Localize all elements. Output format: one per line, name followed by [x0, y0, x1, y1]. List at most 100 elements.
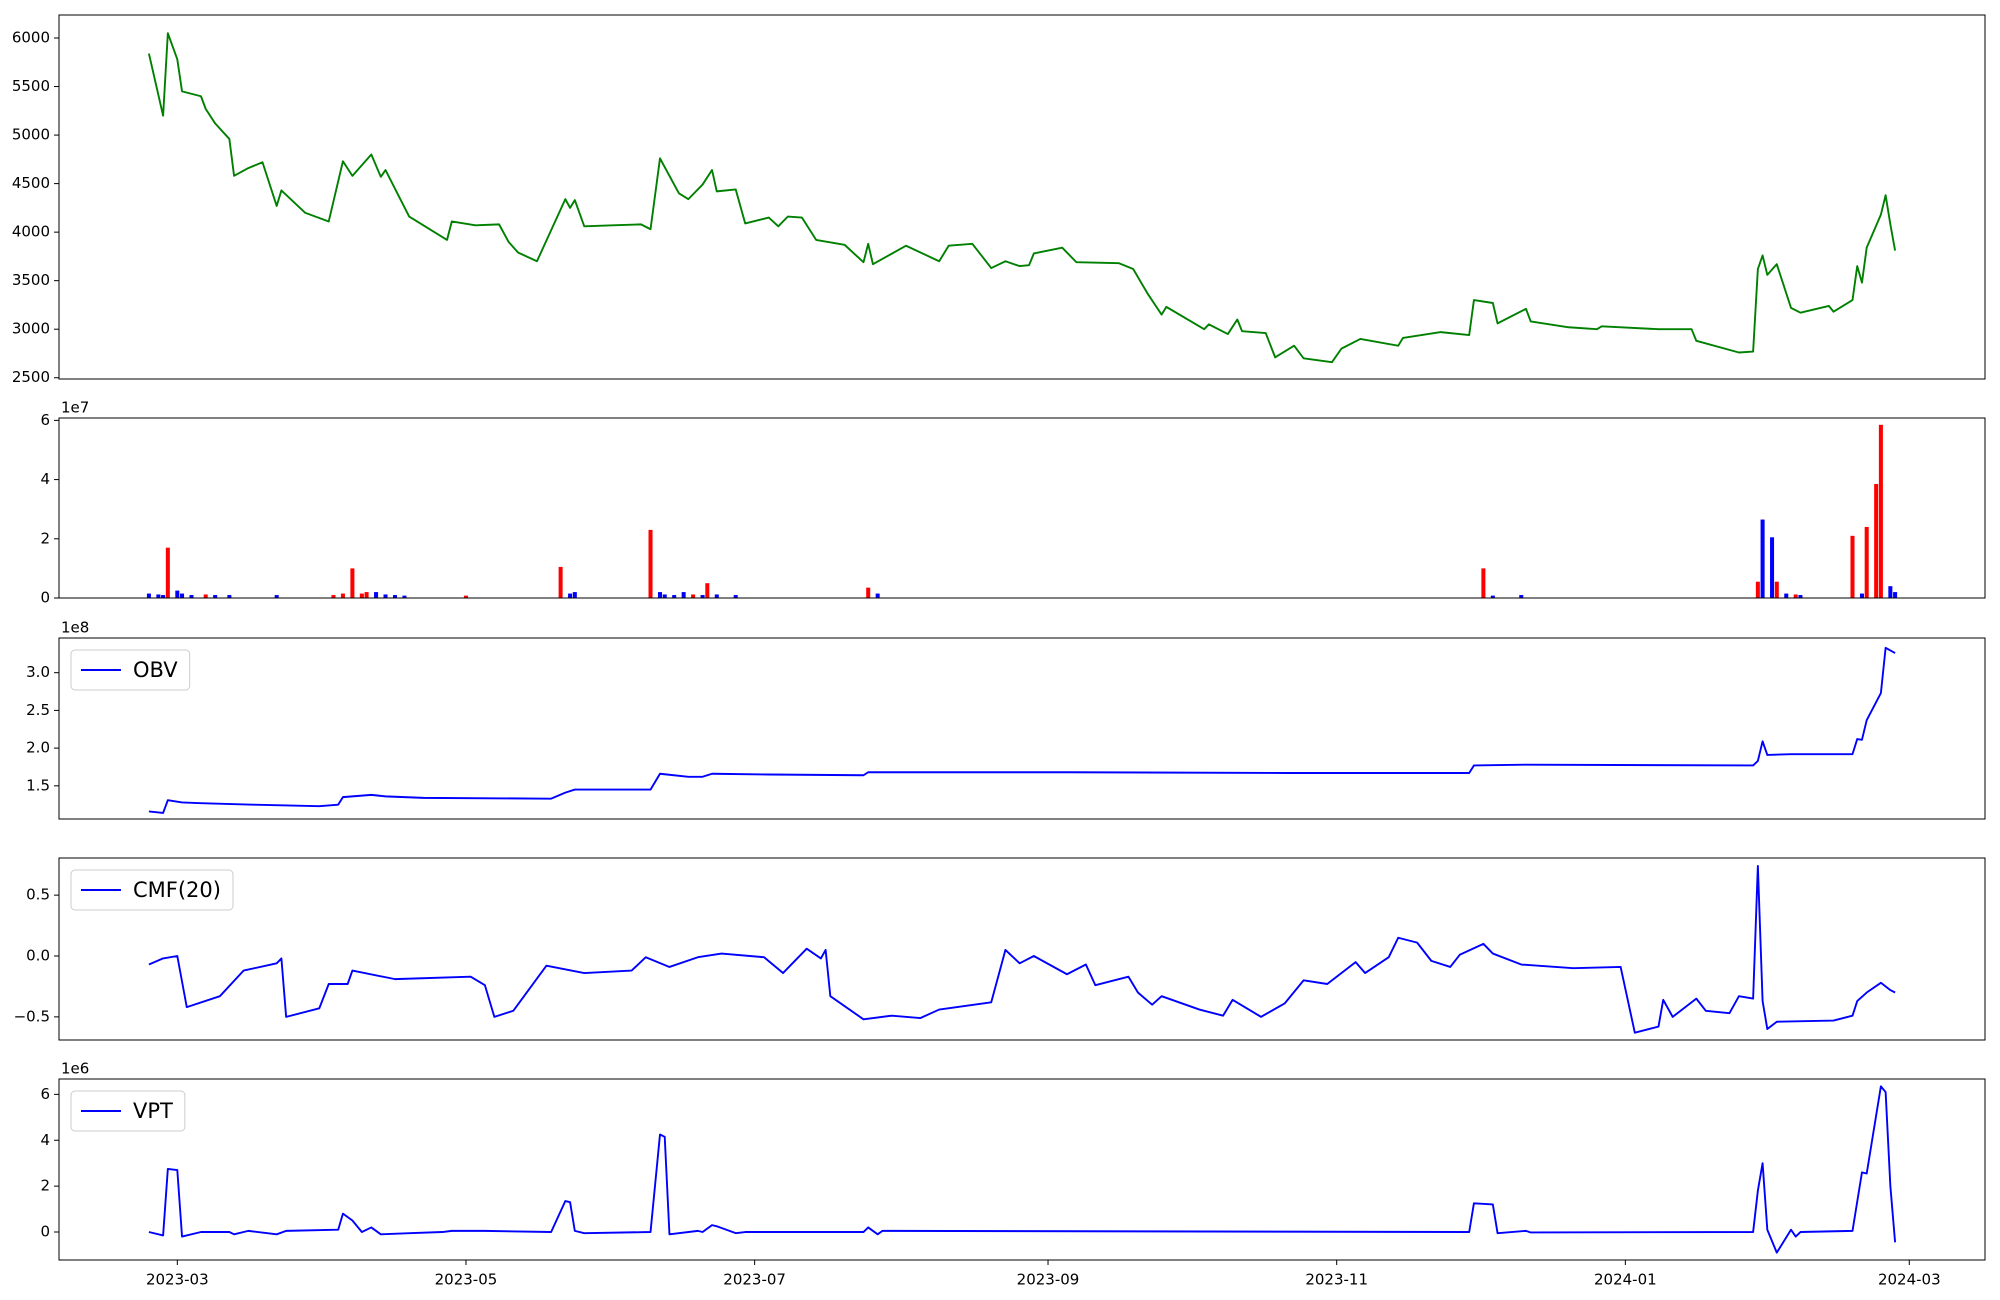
series-line [148, 1085, 1897, 1254]
x-tick-label: 2023-11 [1305, 1271, 1368, 1289]
y-tick-label: 4000 [12, 223, 50, 241]
bar [1888, 586, 1893, 598]
bar [274, 595, 279, 598]
x-tick-label: 2023-09 [1017, 1271, 1080, 1289]
legend: OBV [70, 649, 191, 691]
bar [1760, 519, 1765, 598]
bar [1793, 594, 1798, 598]
legend: CMF(20) [70, 869, 234, 911]
plot-frame [58, 637, 1986, 820]
y-tick-label: 2500 [12, 368, 50, 386]
y-tick-label: 6 [40, 411, 50, 429]
legend-label: VPT [133, 1099, 173, 1123]
plot-frame [58, 14, 1986, 380]
bar [681, 592, 686, 598]
bar [146, 593, 151, 598]
y-tick-label: 6 [40, 1085, 50, 1103]
bar [392, 595, 397, 598]
bar [1490, 595, 1495, 598]
y-tick-label: 2.5 [26, 701, 50, 719]
bar [1893, 592, 1898, 598]
bar [1874, 484, 1879, 598]
bar [1859, 593, 1864, 598]
bar [662, 594, 667, 598]
x-tick-label: 2024-01 [1594, 1271, 1657, 1289]
y-tick-label: 0.5 [26, 886, 50, 904]
bar [175, 590, 180, 598]
bar [203, 594, 208, 598]
y-tick-label: 3.0 [26, 663, 50, 681]
plot-frame [58, 857, 1986, 1041]
y-tick-label: 4500 [12, 174, 50, 192]
bar [402, 595, 407, 598]
y-tick-label: 5000 [12, 126, 50, 144]
bar [359, 593, 364, 598]
legend-label: CMF(20) [133, 878, 221, 902]
y-tick-label: 4 [40, 1131, 50, 1149]
bar [374, 592, 379, 598]
plot-frame [58, 417, 1986, 599]
legend-box [70, 1090, 186, 1132]
bar [1774, 581, 1779, 598]
bar [558, 566, 563, 598]
bar [180, 593, 185, 598]
x-tick-label: 2023-07 [723, 1271, 786, 1289]
bar [1481, 568, 1486, 598]
axis-offset-label: 1e6 [61, 1060, 89, 1078]
y-tick-label: 3000 [12, 320, 50, 338]
y-tick-label: 6000 [12, 29, 50, 47]
bar [1798, 595, 1803, 598]
bar [340, 593, 345, 598]
bar [165, 547, 170, 598]
bar [672, 595, 677, 598]
bar [383, 594, 388, 598]
y-tick-label: 1.5 [26, 776, 50, 794]
bar [866, 587, 871, 598]
y-tick-label: 2 [40, 1177, 50, 1195]
plot-frame [58, 1078, 1986, 1261]
bar [657, 592, 662, 598]
y-tick-label: 2.0 [26, 739, 50, 757]
y-tick-label: 5500 [12, 77, 50, 95]
y-tick-label: −0.5 [14, 1007, 50, 1025]
bar [705, 583, 710, 598]
bar [1850, 535, 1855, 598]
bar [1755, 581, 1760, 598]
legend-label: OBV [133, 658, 178, 682]
legend: VPT [70, 1090, 186, 1132]
bar [1864, 526, 1869, 598]
axis-offset-label: 1e8 [61, 619, 89, 637]
bar [568, 593, 573, 598]
x-tick-label: 2023-05 [435, 1271, 498, 1289]
bar [700, 595, 705, 598]
y-tick-label: 0 [40, 589, 50, 607]
series-line [147, 32, 1897, 364]
legend-box [70, 649, 191, 691]
y-tick-label: 0 [40, 1223, 50, 1241]
bar [350, 568, 355, 598]
y-tick-label: 0.0 [26, 947, 50, 965]
x-tick-label: 2024-03 [1878, 1271, 1941, 1289]
bar [189, 595, 194, 598]
y-tick-label: 3500 [12, 271, 50, 289]
bar [213, 595, 218, 598]
bar [331, 595, 336, 598]
bar [161, 595, 166, 598]
bar [156, 594, 161, 598]
bar [733, 595, 738, 598]
bar [1784, 593, 1789, 598]
series-line [148, 646, 1896, 814]
bar [227, 595, 232, 598]
bar [875, 593, 880, 598]
bar [714, 594, 719, 598]
x-tick-label: 2023-03 [146, 1271, 209, 1289]
legend-box [70, 869, 234, 911]
bar [1519, 595, 1524, 598]
bar [648, 529, 653, 598]
y-tick-label: 2 [40, 529, 50, 547]
axis-offset-label: 1e7 [61, 399, 89, 417]
bar [691, 594, 696, 598]
series-line [148, 864, 1896, 1034]
bar [1770, 537, 1775, 598]
